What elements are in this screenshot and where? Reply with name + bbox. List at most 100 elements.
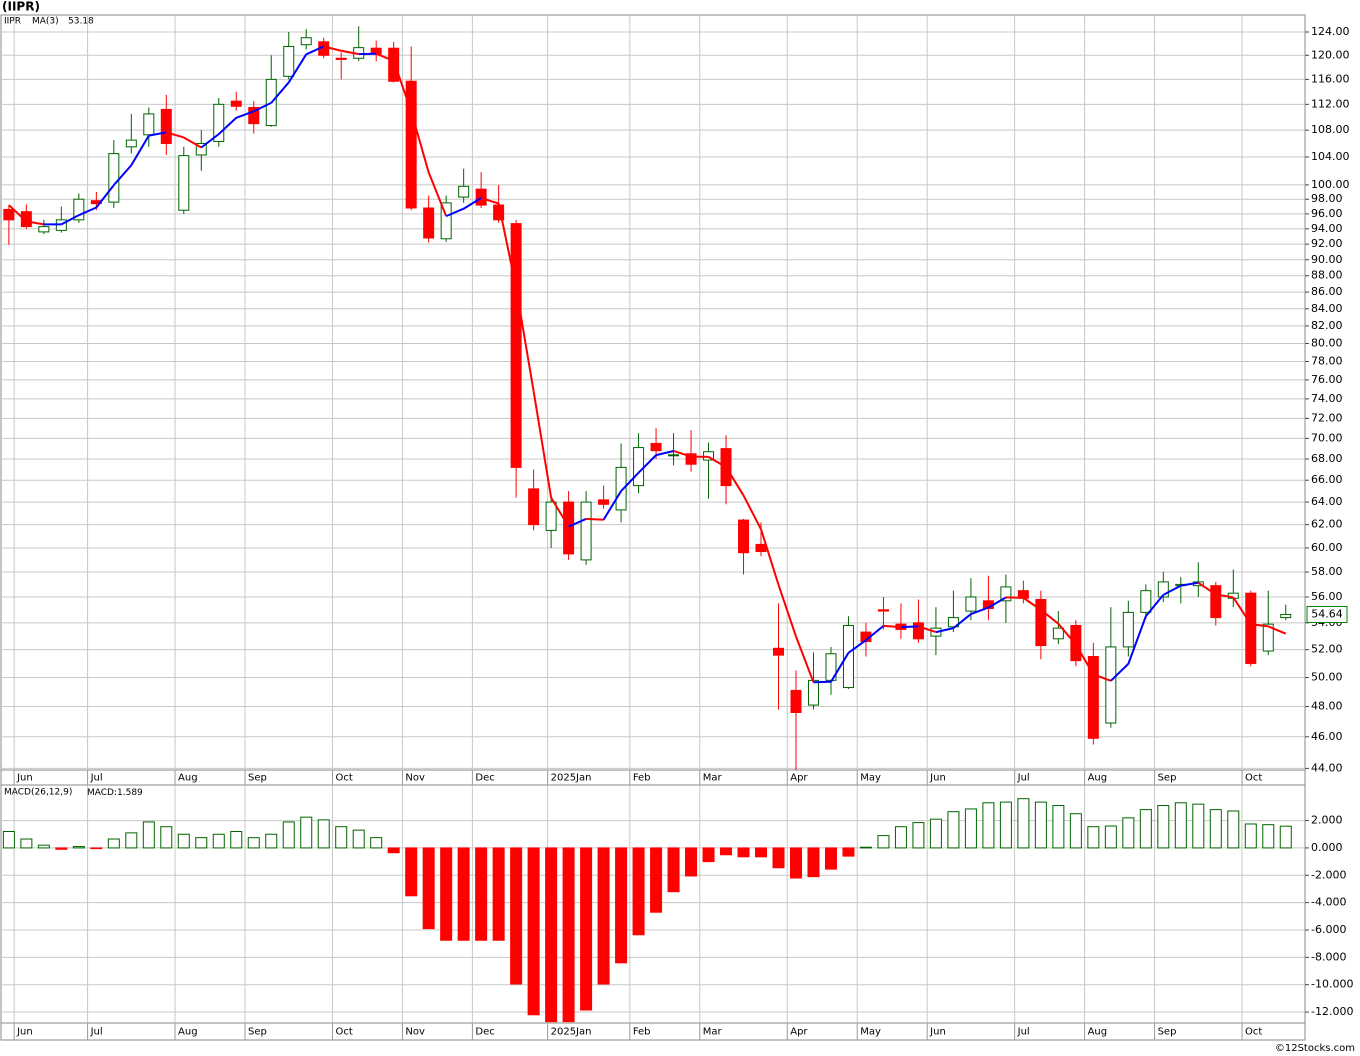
macd-bar xyxy=(789,847,802,879)
macd-bar xyxy=(545,847,558,1023)
ma-segment xyxy=(341,49,359,56)
ma-segment xyxy=(1250,623,1269,628)
ma-segment xyxy=(130,135,150,166)
ma-segment xyxy=(883,624,902,629)
ma-segment xyxy=(1040,609,1059,625)
x-tick-label: Jun xyxy=(16,1027,33,1038)
candle-body xyxy=(160,108,172,144)
candle-body xyxy=(528,488,540,526)
macd-bar xyxy=(1087,826,1100,849)
macd-bar xyxy=(1244,823,1257,849)
y-tick-label: 120.00 xyxy=(1311,48,1350,61)
x-tick-label: Mar xyxy=(703,773,723,784)
macd-bar xyxy=(282,821,295,849)
macd-bar xyxy=(947,811,960,849)
y-tick-label: 60.00 xyxy=(1311,541,1343,554)
ma-segment xyxy=(637,454,657,474)
y-tick-label: 56.00 xyxy=(1311,590,1343,603)
ma-segment xyxy=(497,203,518,288)
ma-segment xyxy=(1022,597,1042,611)
y-tick-label: 52.00 xyxy=(1311,643,1343,656)
ma-segment xyxy=(602,490,622,521)
macd-bar xyxy=(125,832,138,849)
macd-bar xyxy=(20,838,33,849)
x-tick-label: Oct xyxy=(1245,1027,1262,1038)
y-tick-label: 104.00 xyxy=(1311,150,1350,163)
candle-body xyxy=(300,37,312,46)
macd-bar xyxy=(894,826,907,849)
candle-body xyxy=(143,113,155,136)
ma-segment xyxy=(1180,581,1199,587)
macd-bar xyxy=(859,846,872,849)
y-tick-label: 82.00 xyxy=(1311,319,1343,332)
ma-segment xyxy=(463,197,482,210)
candle-body xyxy=(1280,613,1292,619)
ma-segment xyxy=(935,627,954,634)
candle-body xyxy=(807,679,819,706)
candle-body xyxy=(912,622,924,640)
ma-segment xyxy=(830,652,850,683)
macd-bar xyxy=(807,847,820,878)
y-tick-label: 78.00 xyxy=(1311,354,1343,367)
candle-body xyxy=(685,453,697,465)
macd-bar xyxy=(475,847,488,941)
macd-bar xyxy=(335,826,348,849)
macd-bar xyxy=(632,847,645,936)
candle-body xyxy=(440,202,452,240)
chart-title: (IIPR) xyxy=(2,0,40,14)
macd-bar xyxy=(510,847,523,985)
macd-bar xyxy=(265,833,278,849)
ma-segment xyxy=(235,110,255,119)
candle-body xyxy=(405,80,417,209)
ma-segment xyxy=(445,207,465,218)
macd-bar xyxy=(580,847,593,1011)
candle-body xyxy=(1000,586,1012,602)
macd-bar xyxy=(440,847,453,941)
macd-bar xyxy=(999,801,1012,849)
legend-macd-value: MACD:1.589 xyxy=(87,788,143,798)
ma-segment xyxy=(725,466,745,496)
x-tick-label: Oct xyxy=(1245,773,1262,784)
y-tick-label: 86.00 xyxy=(1311,285,1343,298)
x-axis-strip xyxy=(0,1022,1306,1041)
macd-bar xyxy=(982,802,995,849)
last-price-box xyxy=(1306,605,1348,623)
macd-bar xyxy=(1034,801,1047,849)
y-tick-label: 112.00 xyxy=(1311,97,1350,110)
x-tick-label: 2025Jan xyxy=(551,1027,592,1038)
ma-segment xyxy=(1215,593,1234,599)
candle-body xyxy=(475,188,487,206)
x-tick-label: Sep xyxy=(248,1027,267,1038)
ma-segment xyxy=(375,52,395,62)
candle-body xyxy=(1245,592,1257,664)
last-price: 54.64 xyxy=(1311,607,1343,620)
x-tick-label: May xyxy=(860,773,881,784)
ma-segment xyxy=(253,101,272,113)
ma-segment xyxy=(166,131,185,139)
x-tick-label: Apr xyxy=(790,773,808,784)
x-tick-label: Aug xyxy=(1088,1027,1108,1038)
x-tick-label: Aug xyxy=(178,1027,198,1038)
ma-segment xyxy=(777,584,797,637)
x-tick-label: Oct xyxy=(335,773,352,784)
legend-macd-prefix: MACD: xyxy=(87,788,117,798)
x-tick-label: Jul xyxy=(90,773,103,784)
x-tick-label: Feb xyxy=(633,773,651,784)
x-tick-label: Jun xyxy=(929,773,946,784)
macd-bar xyxy=(527,847,540,1016)
ma-segment xyxy=(952,613,972,629)
candle-body xyxy=(947,617,959,628)
ma-segment xyxy=(1127,615,1147,665)
x-tick-label: Aug xyxy=(1088,773,1108,784)
macd-bar xyxy=(615,847,628,964)
ma-segment xyxy=(60,214,80,226)
y-tick-label: 124.00 xyxy=(1311,25,1350,38)
ma-segment xyxy=(287,53,308,83)
macd-bar xyxy=(387,847,400,854)
macd-bar xyxy=(1017,798,1030,849)
macd-bar xyxy=(90,847,103,850)
ma-segment xyxy=(392,60,413,112)
macd-bar xyxy=(247,837,260,849)
y-tick-label: 0.000 xyxy=(1311,841,1343,854)
candle-body xyxy=(1052,627,1064,640)
